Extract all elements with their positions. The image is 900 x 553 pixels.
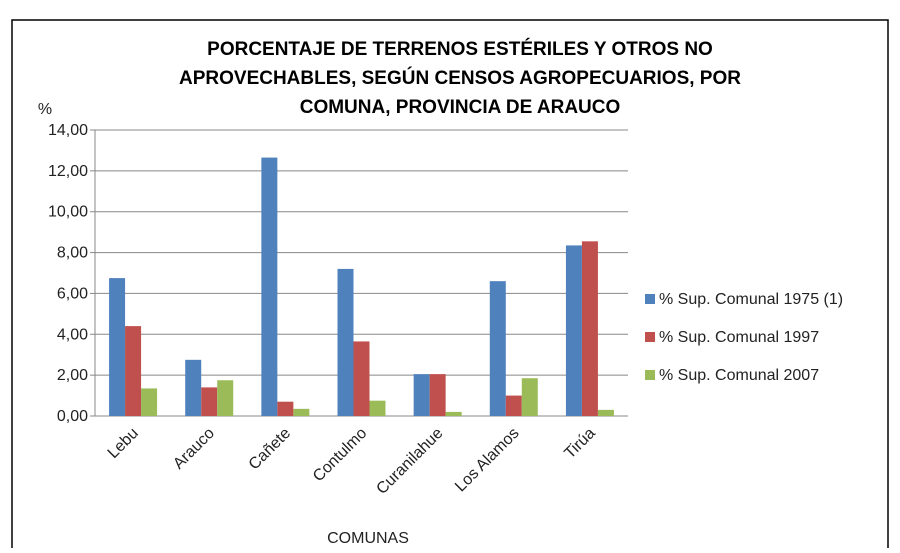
x-axis-label: COMUNAS (327, 530, 409, 547)
y-axis-label: % (38, 101, 52, 118)
bar (505, 395, 522, 416)
y-tick-label: 8,00 (57, 245, 88, 262)
chart-title: COMUNA, PROVINCIA DE ARAUCO (300, 97, 621, 118)
bar (369, 400, 386, 416)
legend-label: % Sup. Comunal 1997 (659, 329, 819, 346)
bar (125, 326, 142, 416)
chart-border (11, 19, 889, 553)
bar (597, 409, 614, 416)
bar (521, 378, 538, 416)
legend-label: % Sup. Comunal 1975 (1) (659, 291, 843, 308)
bar (445, 411, 462, 416)
legend-swatch (645, 370, 655, 380)
bar (353, 341, 370, 416)
legend-swatch (645, 332, 655, 342)
y-tick-label: 2,00 (57, 367, 88, 384)
bar (293, 408, 310, 416)
y-tick-label: 0,00 (57, 408, 88, 425)
y-tick-label: 12,00 (48, 163, 88, 180)
y-tick-label: 6,00 (57, 285, 88, 302)
bar (109, 278, 126, 416)
chart-title: APROVECHABLES, SEGÚN CENSOS AGROPECUARIO… (179, 67, 741, 89)
bar (141, 388, 158, 416)
bar (581, 241, 598, 416)
bar (337, 268, 354, 416)
bar (565, 245, 582, 416)
y-tick-label: 10,00 (48, 204, 88, 221)
bar (277, 401, 294, 416)
bar (201, 387, 218, 416)
bar (217, 380, 234, 416)
bar (261, 157, 278, 417)
bar (429, 374, 446, 416)
bar (489, 281, 506, 416)
chart-title: PORCENTAJE DE TERRENOS ESTÉRILES Y OTROS… (207, 38, 713, 60)
y-tick-label: 14,00 (48, 122, 88, 139)
bar (413, 374, 430, 416)
bar (185, 359, 202, 416)
legend-swatch (645, 294, 655, 304)
legend-label: % Sup. Comunal 2007 (659, 367, 819, 384)
y-tick-label: 4,00 (57, 326, 88, 343)
